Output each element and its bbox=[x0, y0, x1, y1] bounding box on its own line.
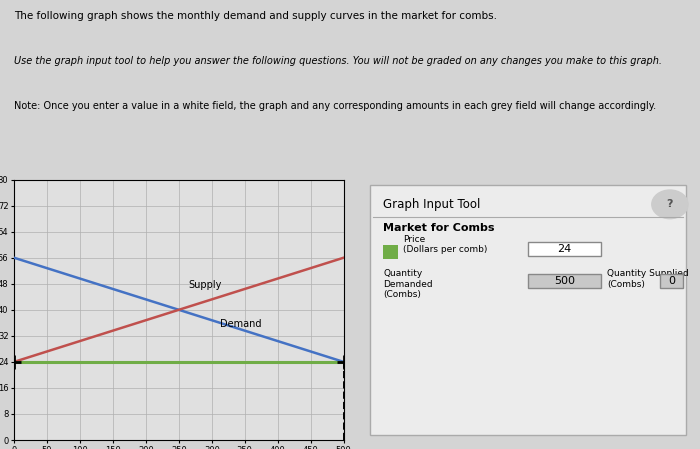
FancyBboxPatch shape bbox=[660, 274, 683, 288]
Text: Use the graph input tool to help you answer the following questions. You will no: Use the graph input tool to help you ans… bbox=[14, 56, 662, 66]
Text: ?: ? bbox=[666, 199, 673, 209]
Text: The following graph shows the monthly demand and supply curves in the market for: The following graph shows the monthly de… bbox=[14, 11, 497, 21]
Text: Supply: Supply bbox=[189, 280, 222, 290]
Bar bbox=[383, 245, 398, 259]
Text: Quantity
Demanded
(Combs): Quantity Demanded (Combs) bbox=[383, 269, 433, 299]
FancyBboxPatch shape bbox=[528, 274, 601, 288]
Text: Demand: Demand bbox=[220, 319, 261, 330]
Text: Market for Combs: Market for Combs bbox=[383, 223, 495, 233]
Text: Quantity Supplied
(Combs): Quantity Supplied (Combs) bbox=[608, 269, 689, 289]
Text: Price
(Dollars per comb): Price (Dollars per comb) bbox=[403, 235, 487, 255]
FancyBboxPatch shape bbox=[528, 242, 601, 255]
FancyBboxPatch shape bbox=[370, 185, 687, 435]
Text: Graph Input Tool: Graph Input Tool bbox=[383, 198, 480, 211]
Text: 500: 500 bbox=[554, 276, 575, 286]
Text: 24: 24 bbox=[557, 244, 572, 254]
Circle shape bbox=[652, 190, 688, 219]
Text: Note: Once you enter a value in a white field, the graph and any corresponding a: Note: Once you enter a value in a white … bbox=[14, 101, 656, 111]
Text: 0: 0 bbox=[668, 276, 675, 286]
